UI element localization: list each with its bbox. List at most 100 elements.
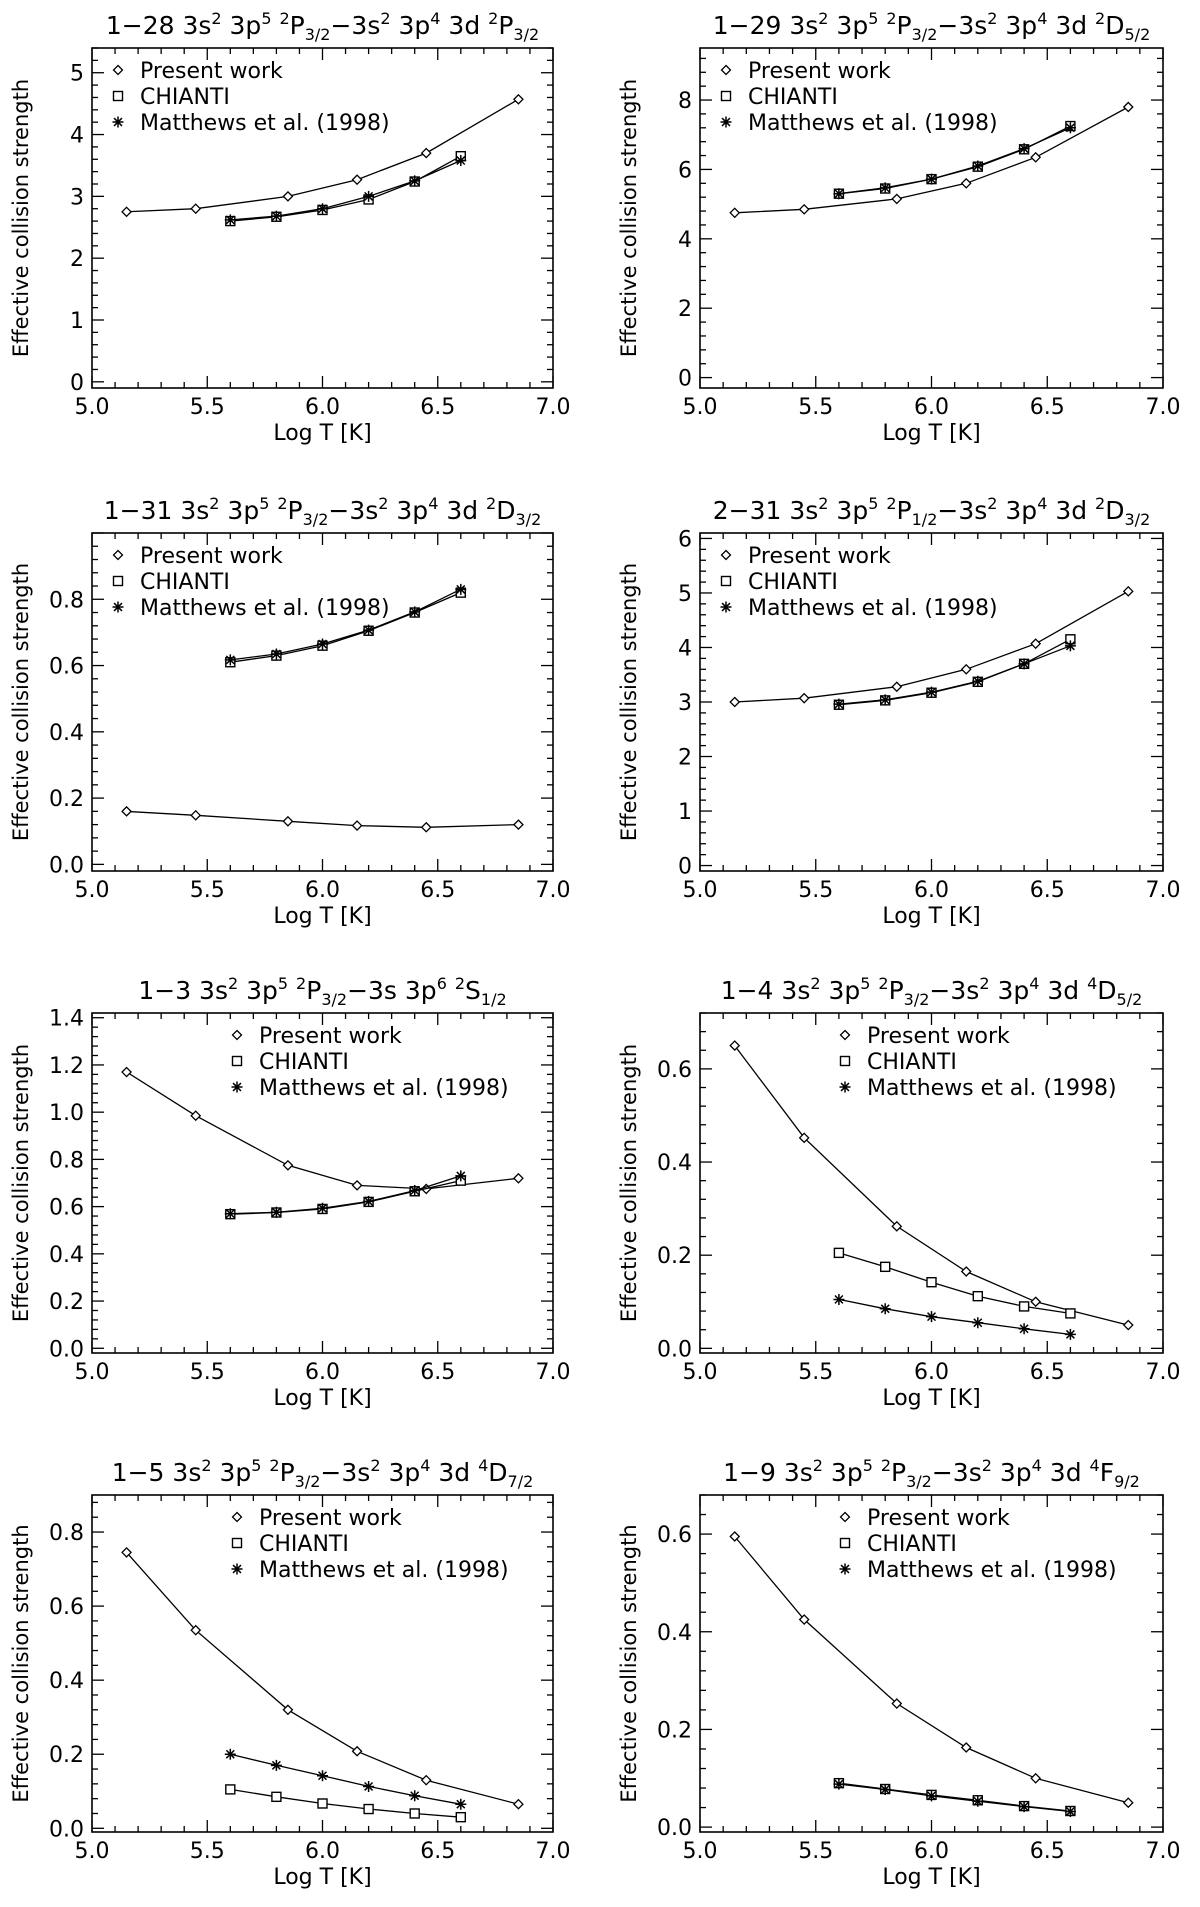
series-line-2 [230,592,462,663]
legend-label: Present work [140,544,283,569]
x-tick-label: 5.5 [190,878,225,903]
legend-label: Matthews et al. (1998) [259,1558,509,1583]
chart-panel-8: 5.0 5.5 6.0 6.5 7.0 0.0 0.2 0.4 0.6 Log T [K] Effe… [617,1456,1181,1890]
legend-marker [720,549,732,561]
series-line-1 [734,106,1129,214]
data-point-series-1 [960,177,972,189]
y-tick-label: 4 [678,228,692,253]
series-line-2 [230,1788,461,1818]
legend-marker [231,1055,243,1067]
x-tick-label: 5.5 [798,1360,833,1385]
data-point-series-3 [455,583,467,595]
data-point-series-3 [409,1790,421,1802]
y-axis-label: Effective collision strength [617,1044,641,1322]
data-point-series-3 [833,1778,845,1790]
data-point-series-3 [1018,1323,1030,1335]
y-tick-label: 2 [678,746,692,771]
data-point-series-3 [317,638,328,650]
y-tick-label: 0 [678,367,692,392]
x-tick-label: 6.0 [305,878,340,903]
chart-panel-3: 5.0 5.5 6.0 6.5 7.0 0.0 0.2 0.4 0.6 0.8 Log T [K] E… [9,494,571,929]
x-tick-label: 5.0 [75,1360,110,1385]
data-point-series-3 [270,648,282,660]
y-tick-label: 0.2 [49,1290,84,1315]
x-tick-label: 5.5 [798,395,833,420]
series-line-3 [230,1753,461,1805]
x-tick-label: 5.0 [683,1360,718,1385]
data-point-series-3 [1018,658,1030,670]
data-point-series-3 [1064,1805,1076,1817]
y-tick-label: 3 [70,185,84,210]
legend-label: CHIANTI [867,1050,957,1075]
data-point-series-1 [282,1704,294,1716]
series-line-1 [126,810,519,828]
data-point-series-1 [351,1179,363,1191]
data-point-series-2 [972,1290,983,1302]
data-point-series-3 [270,1206,282,1218]
legend-marker [112,601,124,613]
legend-marker [720,64,732,76]
x-tick-label: 7.0 [1146,878,1181,903]
x-axis-label: Log T [K] [882,1386,980,1411]
data-point-series-1 [282,815,294,827]
legend-label: Matthews et al. (1998) [748,111,998,136]
series-line-3 [838,1298,1071,1336]
data-point-series-3 [1018,143,1030,155]
legend-marker [839,1055,851,1067]
x-axis-label: Log T [K] [882,904,980,929]
series-line-3 [838,1783,1071,1813]
y-tick-label: 0.6 [49,655,84,680]
x-tick-label: 5.5 [190,1839,225,1864]
legend-marker [839,1563,851,1575]
data-point-series-2 [317,1798,328,1809]
y-tick-label: 1 [70,309,84,334]
y-tick-label: 0.0 [657,1816,692,1841]
data-point-series-1 [729,1531,741,1542]
data-point-series-1 [420,1774,432,1786]
chart-title: 1−3 3s2 3p5 2P3/2−3s 3p6 2S1/2 [138,974,506,1009]
data-point-series-3 [224,1208,236,1220]
data-point-series-1 [729,1040,741,1052]
chart-title: 2−31 3s2 3p5 2P1/2−3s2 3p4 3d 2D3/2 [713,494,1151,529]
data-point-series-1 [891,1698,903,1709]
data-point-series-3 [224,214,236,226]
y-tick-label: 6 [678,527,692,552]
x-tick-label: 7.0 [1146,395,1181,420]
x-tick-label: 7.0 [536,1839,571,1864]
x-tick-label: 5.0 [683,395,718,420]
x-tick-label: 5.0 [75,878,110,903]
y-tick-label: 0.2 [657,1244,692,1269]
legend-marker [839,1511,851,1523]
legend-marker [720,90,732,102]
data-point-series-1 [351,820,363,832]
data-point-series-3 [879,182,891,194]
data-point-series-1 [1122,1319,1134,1331]
x-tick-label: 5.5 [798,1839,833,1864]
data-point-series-3 [1064,1328,1076,1340]
data-point-series-3 [317,1770,328,1782]
series-line-3 [230,588,462,661]
data-point-series-3 [972,160,984,172]
data-point-series-2 [833,1247,845,1259]
data-point-series-3 [363,1195,375,1207]
data-point-series-3 [926,1311,937,1323]
data-point-series-3 [879,694,891,706]
legend-marker [231,1029,243,1041]
y-tick-label: 1.4 [49,1007,84,1032]
legend-marker [231,1081,243,1093]
x-tick-label: 7.0 [536,395,571,420]
x-tick-label: 5.0 [75,395,110,420]
y-tick-label: 0.6 [49,1595,84,1620]
data-point-series-2 [271,1791,282,1803]
x-tick-label: 6.0 [305,1839,340,1864]
y-tick-label: 0.4 [657,1151,692,1176]
data-point-series-3 [455,1170,467,1182]
y-axis-label: Effective collision strength [617,563,641,841]
data-point-series-3 [926,1790,937,1802]
data-point-series-3 [926,173,937,185]
data-point-series-2 [1065,1308,1076,1319]
legend-marker [112,116,124,128]
y-tick-label: 0.6 [657,1058,692,1083]
data-point-series-3 [224,654,236,666]
data-point-series-3 [879,1303,891,1315]
